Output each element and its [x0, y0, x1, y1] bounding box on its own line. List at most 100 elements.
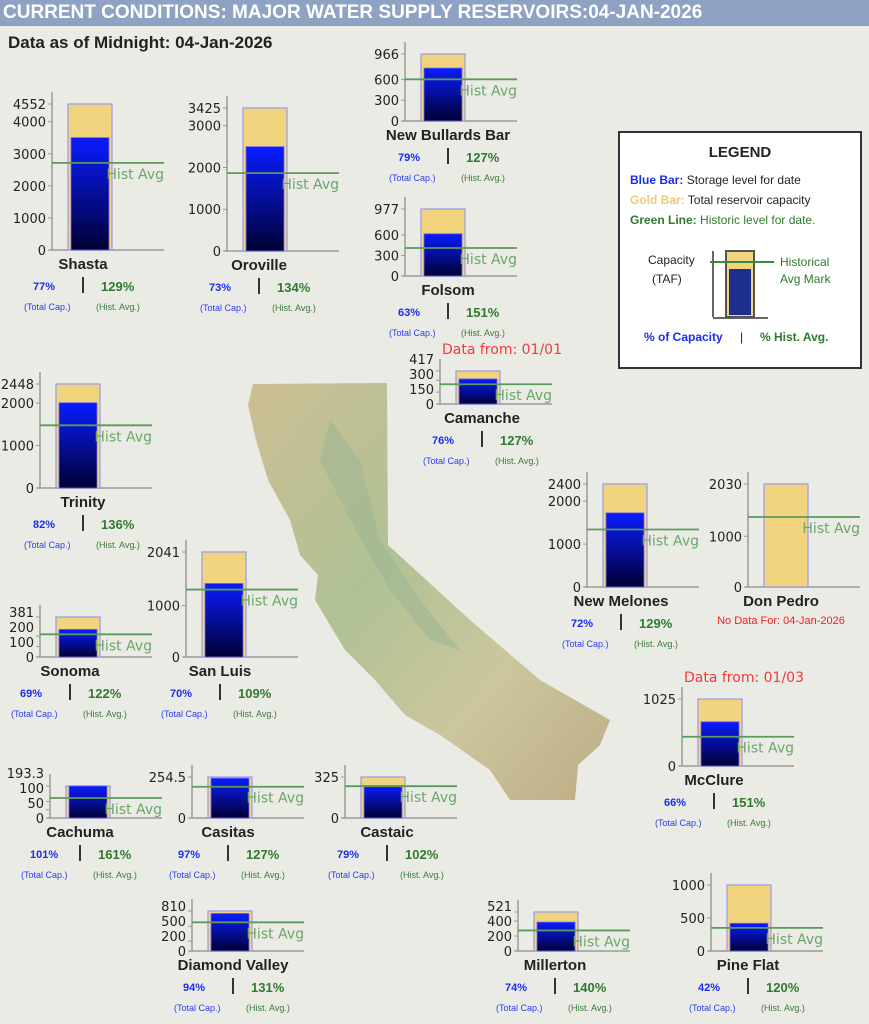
capacity-bar — [763, 483, 809, 588]
legend-green-text: Historic level for date. — [700, 213, 816, 227]
total-cap-label: (Total Cap.) — [174, 1003, 221, 1013]
pct-hist-avg: 131% — [251, 980, 285, 995]
hist-avg-small-label: (Hist. Avg.) — [727, 818, 771, 828]
y-tick-label: 0 — [573, 581, 581, 596]
reservoir-name: Diamond Valley — [177, 957, 289, 974]
legend-hist-mark-2: Avg Mark — [780, 272, 831, 286]
y-tick-label: 100 — [19, 782, 44, 797]
y-tick-label: 2000 — [1, 397, 34, 412]
total-cap-label: (Total Cap.) — [562, 639, 609, 649]
pct-hist-avg: 129% — [639, 616, 673, 631]
storage-bar — [700, 721, 740, 767]
pct-hist-avg: 109% — [238, 686, 272, 701]
reservoir-name: San Luis — [188, 663, 252, 680]
storage-bar — [210, 777, 250, 819]
total-cap-label: (Total Cap.) — [328, 870, 375, 880]
y-tick-label: 3000 — [188, 120, 221, 135]
y-tick-label: 1000 — [188, 203, 221, 218]
y-tick-label: 977 — [374, 203, 399, 218]
reservoir-name: Camanche — [444, 410, 520, 427]
separator — [481, 431, 483, 447]
hist-avg-label: Hist Avg — [104, 802, 162, 818]
y-tick-label: 4000 — [13, 116, 46, 131]
y-tick-label: 200 — [487, 930, 512, 945]
y-tick-label: 600 — [374, 73, 399, 88]
legend-hist-mark-1: Historical — [780, 255, 830, 269]
reservoir-name: Sonoma — [40, 663, 100, 680]
pct-capacity: 63% — [398, 307, 421, 319]
separator — [447, 303, 449, 319]
pct-hist-avg: 161% — [98, 847, 132, 862]
reservoir-name: McClure — [684, 772, 744, 789]
reservoir-name: Millerton — [523, 957, 587, 974]
storage-bar — [605, 512, 645, 588]
storage-bar — [245, 146, 285, 252]
separator — [386, 845, 388, 861]
legend-pct-hist: % Hist. Avg. — [760, 330, 829, 344]
y-tick-label: 0 — [734, 581, 742, 596]
reservoir-name: Cachuma — [46, 824, 114, 841]
hist-avg-label: Hist Avg — [94, 429, 152, 445]
pct-capacity: 79% — [398, 152, 421, 164]
y-tick-label: 0 — [426, 398, 434, 413]
y-tick-label: 521 — [487, 900, 512, 915]
separator — [79, 845, 81, 861]
storage-bar — [210, 913, 250, 952]
pct-capacity: 101% — [30, 849, 59, 861]
y-tick-label: 4552 — [13, 98, 46, 113]
storage-bar — [536, 921, 576, 952]
pct-hist-avg: 129% — [101, 279, 135, 294]
y-tick-label: 1000 — [13, 212, 46, 227]
y-tick-label: 2041 — [147, 546, 180, 561]
no-data-note: No Data For: 04-Jan-2026 — [717, 615, 845, 627]
y-tick-label: 1000 — [709, 530, 742, 545]
legend-separator: | — [740, 330, 744, 344]
hist-avg-small-label: (Hist. Avg.) — [761, 1003, 805, 1013]
hist-avg-label: Hist Avg — [459, 83, 517, 99]
separator — [82, 515, 84, 531]
total-cap-label: (Total Cap.) — [389, 328, 436, 338]
pct-capacity: 82% — [33, 519, 56, 531]
hist-avg-label: Hist Avg — [494, 388, 552, 404]
legend-capacity-label: Capacity — [648, 253, 695, 267]
legend: LEGEND Blue Bar: Storage level for date … — [618, 131, 862, 369]
reservoir-name: Castaic — [360, 824, 414, 841]
y-tick-label: 0 — [504, 945, 512, 960]
separator — [620, 614, 622, 630]
separator — [713, 793, 715, 809]
total-cap-label: (Total Cap.) — [161, 709, 208, 719]
y-tick-label: 0 — [668, 760, 676, 775]
hist-avg-label: Hist Avg — [641, 533, 699, 549]
y-tick-label: 2400 — [548, 478, 581, 493]
y-tick-label: 500 — [161, 915, 186, 930]
reservoir-name: Trinity — [60, 494, 106, 511]
y-tick-label: 500 — [680, 912, 705, 927]
storage-bar — [458, 378, 498, 405]
data-date: Data as of Midnight: 04-Jan-2026 — [8, 33, 273, 52]
y-tick-label: 300 — [409, 368, 434, 383]
y-tick-label: 1000 — [1, 440, 34, 455]
y-tick-label: 0 — [178, 945, 186, 960]
storage-bar — [423, 233, 463, 277]
separator — [258, 278, 260, 294]
y-tick-label: 0 — [331, 812, 339, 827]
y-tick-label: 0 — [391, 270, 399, 285]
y-tick-label: 300 — [374, 249, 399, 264]
hist-avg-small-label: (Hist. Avg.) — [96, 302, 140, 312]
separator — [227, 845, 229, 861]
pct-hist-avg: 151% — [466, 305, 500, 320]
pct-hist-avg: 127% — [466, 150, 500, 165]
reservoir-name: Don Pedro — [743, 593, 819, 610]
total-cap-label: (Total Cap.) — [200, 303, 247, 313]
total-cap-label: (Total Cap.) — [169, 870, 216, 880]
